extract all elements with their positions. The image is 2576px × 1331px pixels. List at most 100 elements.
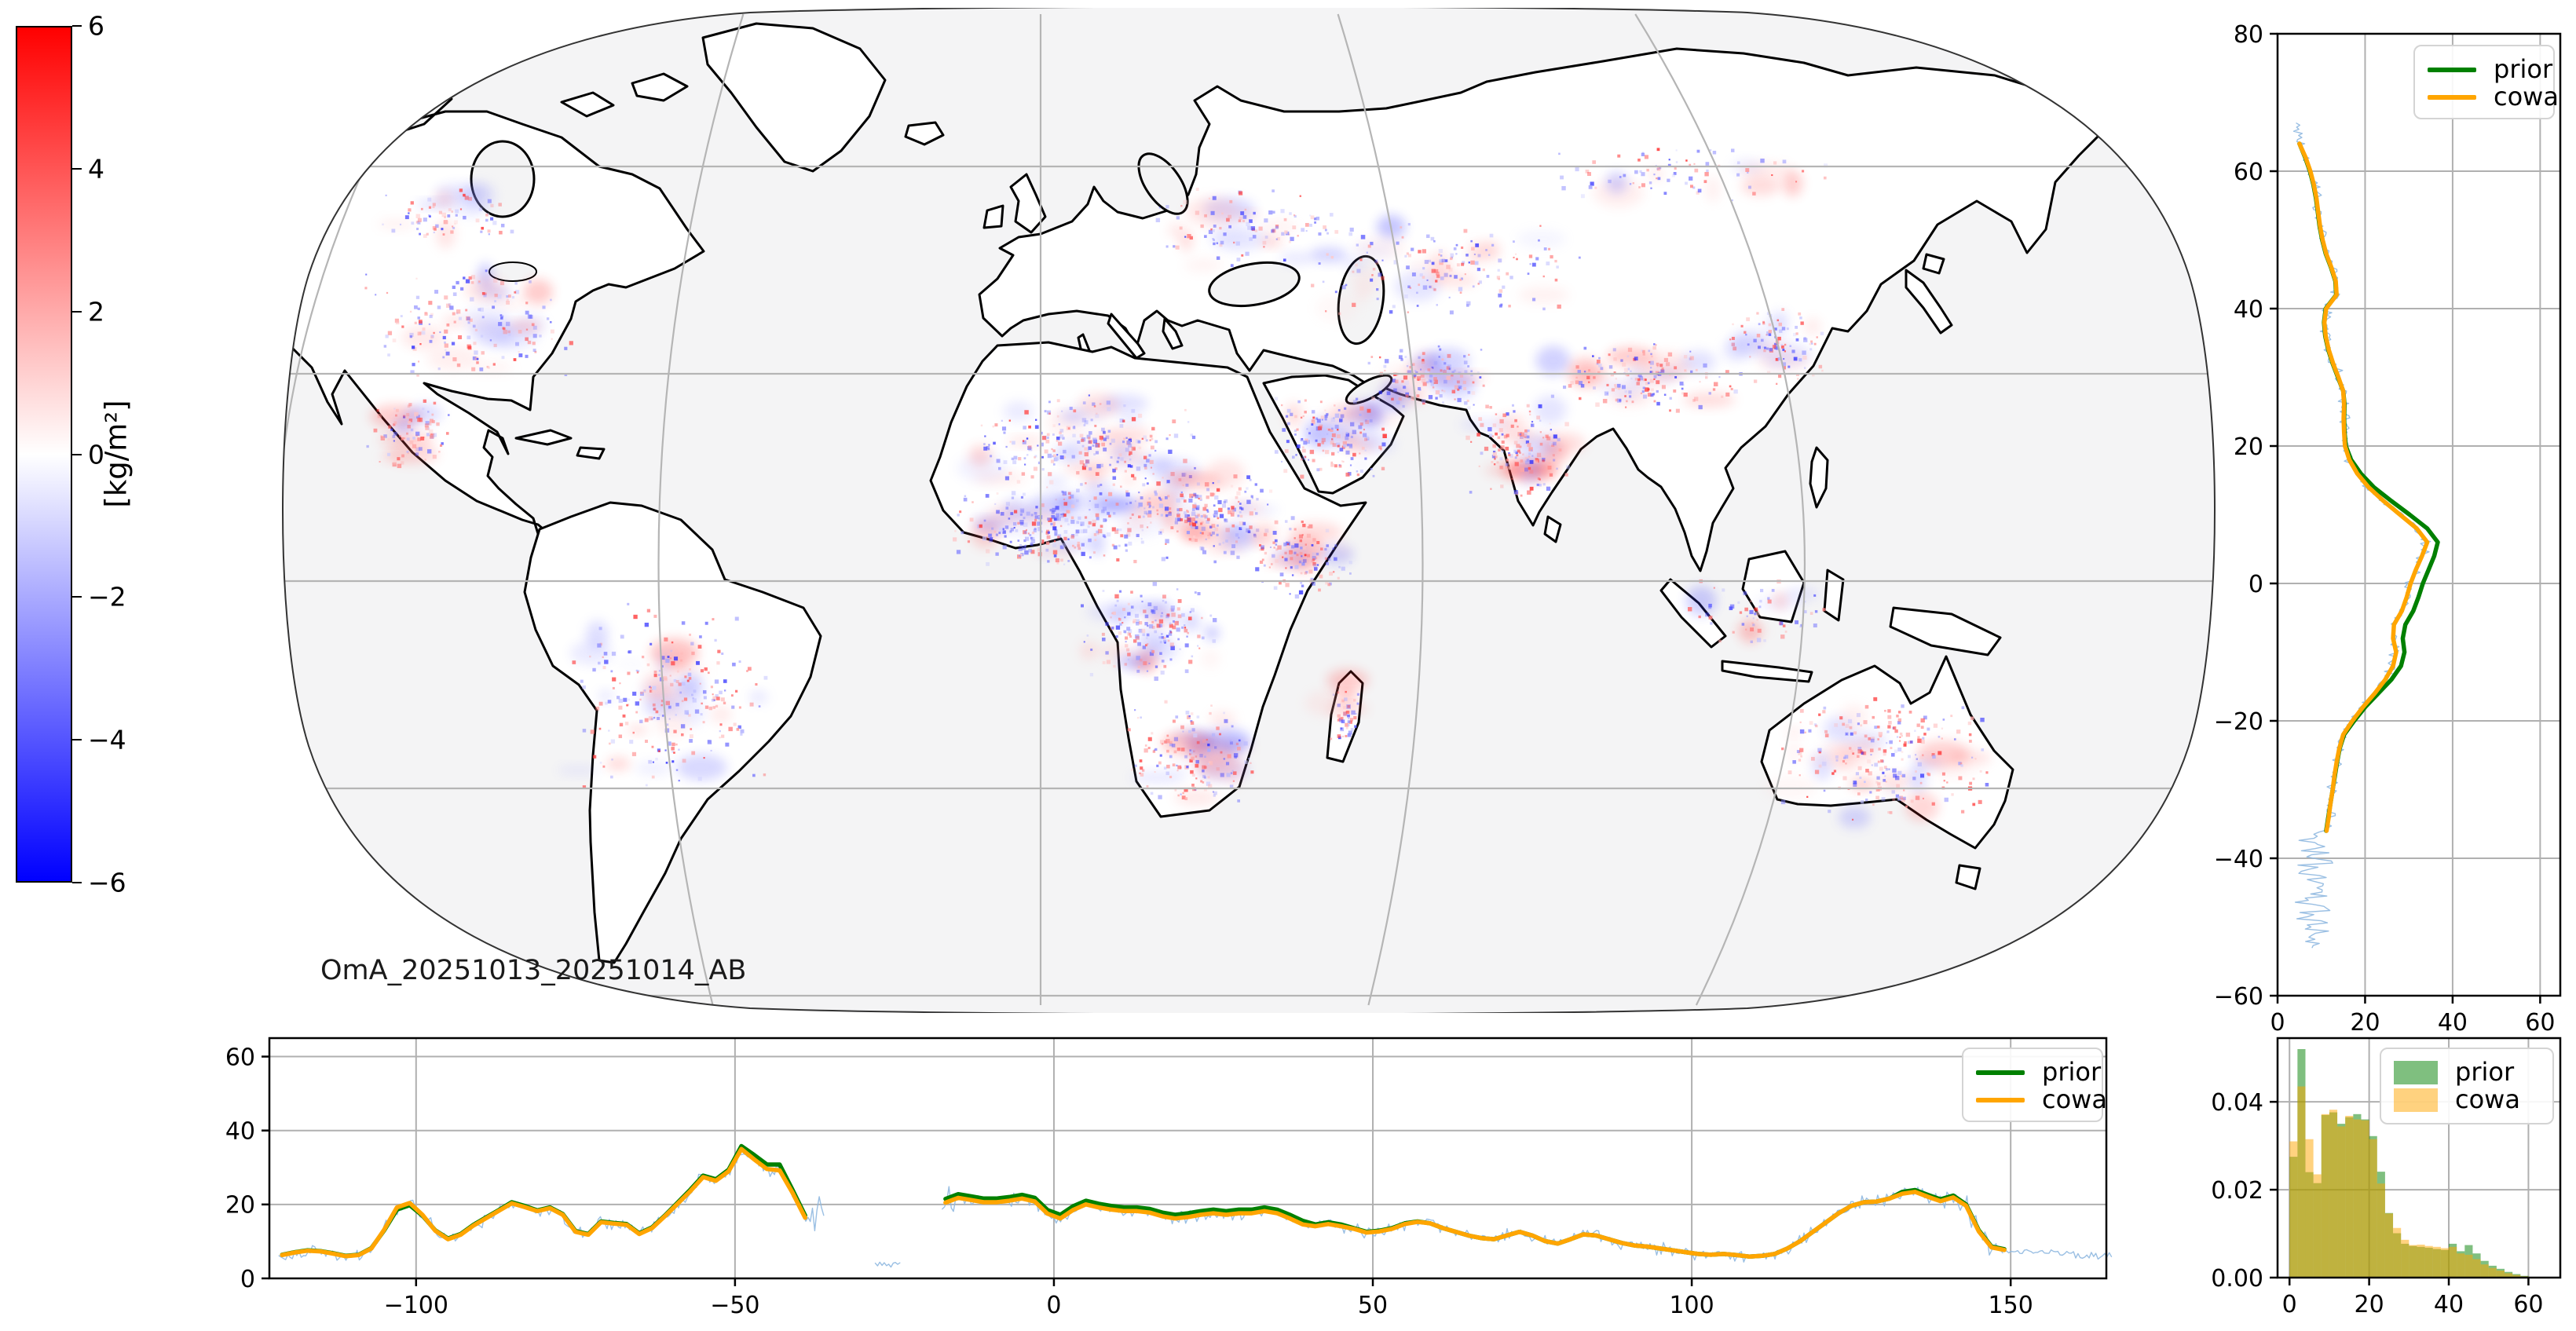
coast-caribbean bbox=[514, 429, 606, 460]
tick-marks bbox=[2270, 1100, 2530, 1285]
anomaly-region-west-canada bbox=[377, 181, 514, 249]
y-tick-label: −40 bbox=[2214, 846, 2263, 873]
hist-bar bbox=[2505, 1273, 2513, 1278]
hist-bar bbox=[2337, 1126, 2346, 1278]
colorbar-tick bbox=[72, 25, 82, 27]
colorbar-tick bbox=[72, 167, 82, 170]
y-tick-label: 60 bbox=[225, 1044, 255, 1071]
x-tick-label: 150 bbox=[1989, 1292, 2033, 1319]
lon-profile-legend: prior cowa bbox=[1962, 1048, 2107, 1122]
hist-bar bbox=[2377, 1183, 2385, 1278]
hist-bar bbox=[2512, 1274, 2521, 1278]
hist-bar bbox=[2313, 1174, 2322, 1278]
colorbar-tick-label: 0 bbox=[88, 439, 104, 470]
anomaly-region-madagascar bbox=[1304, 669, 1369, 740]
legend-label: cowa bbox=[2455, 1084, 2520, 1115]
x-tick-label: 60 bbox=[2513, 1291, 2543, 1318]
x-tick-label: 60 bbox=[2525, 1009, 2555, 1037]
legend-item-prior: prior bbox=[2394, 1057, 2537, 1087]
baltic-sea bbox=[1137, 152, 1189, 215]
anomaly-region-siberia bbox=[1558, 148, 1828, 208]
coast-arctic-islands bbox=[560, 72, 689, 118]
legend-label: cowa bbox=[2042, 1084, 2107, 1115]
hist-bar bbox=[2488, 1267, 2497, 1278]
tick-labels: −100 −50 0 50 100 150 60 40 20 0 bbox=[225, 1044, 2033, 1319]
hist-bar bbox=[2345, 1116, 2354, 1278]
histogram-chart: 0 20 40 60 0.00 0.02 0.04 bbox=[2211, 1037, 2562, 1318]
hist-bar bbox=[2432, 1246, 2441, 1278]
raw-line bbox=[2003, 1249, 2113, 1260]
grid bbox=[269, 1038, 2106, 1279]
tick-marks bbox=[262, 1055, 2012, 1286]
hist-bars-cowa bbox=[2289, 1086, 2529, 1278]
coast-iceland bbox=[904, 121, 945, 146]
y-tick-label: 0 bbox=[2249, 571, 2263, 598]
hist-bar bbox=[2409, 1245, 2417, 1278]
colorbar-tick bbox=[72, 596, 82, 598]
hist-bar bbox=[2449, 1246, 2457, 1278]
world-map bbox=[282, 8, 2216, 1013]
coast-tasmania bbox=[1955, 864, 1981, 890]
y-tick-label: −60 bbox=[2214, 983, 2263, 1011]
x-tick-label: 100 bbox=[1669, 1292, 1714, 1319]
colorbar bbox=[16, 26, 72, 883]
prior-line bbox=[280, 1143, 807, 1259]
raw-line bbox=[874, 1261, 901, 1268]
hist-bar bbox=[2417, 1245, 2425, 1278]
colorbar-tick-label: 4 bbox=[88, 153, 104, 185]
prior-line bbox=[943, 1187, 2007, 1259]
x-tick-label: 40 bbox=[2434, 1291, 2464, 1318]
legend-label: cowa bbox=[2494, 82, 2559, 112]
hist-bar bbox=[2480, 1264, 2489, 1278]
y-tick-label: 40 bbox=[2234, 296, 2263, 324]
hist-bar bbox=[2297, 1086, 2306, 1278]
colorbar-tick bbox=[72, 739, 82, 741]
x-tick-label: 20 bbox=[2350, 1009, 2380, 1037]
grid bbox=[2277, 33, 2560, 996]
x-tick-label: 40 bbox=[2438, 1009, 2468, 1037]
anomaly-region-usa bbox=[364, 262, 573, 377]
cowa-line bbox=[943, 1190, 2007, 1259]
legend-item-cowa: cowa bbox=[2428, 82, 2559, 111]
y-tick-label: 0.04 bbox=[2211, 1089, 2263, 1117]
histogram-legend: prior cowa bbox=[2380, 1048, 2554, 1124]
x-tick-label: −50 bbox=[710, 1292, 759, 1319]
colorbar-tick bbox=[72, 453, 82, 455]
legend-item-prior: prior bbox=[2428, 55, 2552, 83]
legend-item-cowa: cowa bbox=[1976, 1085, 2107, 1113]
anomaly-region-central-africa bbox=[1080, 581, 1220, 681]
prior-line-swatch bbox=[1976, 1070, 2025, 1075]
colorbar-tick bbox=[72, 882, 82, 883]
coast-japan bbox=[1905, 253, 1953, 335]
cowa-line bbox=[2297, 141, 2430, 833]
legend-label: prior bbox=[2042, 1057, 2102, 1087]
coastlines bbox=[283, 22, 2164, 964]
anomaly-region-india bbox=[1459, 394, 1586, 497]
graticule-meridian bbox=[1337, 13, 1424, 1006]
hist-bar bbox=[2472, 1259, 2481, 1278]
cowa-patch-swatch bbox=[2394, 1088, 2438, 1112]
legend-label: prior bbox=[2455, 1057, 2515, 1087]
tick-labels: 0 20 40 60 0.00 0.02 0.04 bbox=[2211, 1089, 2543, 1318]
coast-italy-greece bbox=[1077, 313, 1184, 371]
tick-marks bbox=[2270, 32, 2541, 1004]
map-annotation: OmA_20251013_20251014_AB bbox=[320, 955, 747, 986]
axes-frame bbox=[2276, 32, 2562, 997]
hist-bar bbox=[2305, 1139, 2314, 1278]
cowa-line-swatch bbox=[2428, 94, 2476, 100]
cowa-line-swatch bbox=[1976, 1097, 2025, 1102]
raw-line bbox=[2292, 122, 2431, 949]
colorbar-tick-label: −4 bbox=[88, 724, 126, 755]
anomaly-speckles bbox=[364, 148, 1992, 828]
hist-bar bbox=[2329, 1110, 2338, 1278]
lat-profile-chart: 0 20 40 60 80 60 40 20 0 −20 −40 −60 bbox=[2214, 21, 2562, 1037]
legend-label: prior bbox=[2494, 54, 2553, 84]
y-tick-label: 0.00 bbox=[2211, 1265, 2263, 1293]
coast-indonesia bbox=[1659, 550, 1845, 683]
x-tick-label: 20 bbox=[2355, 1291, 2384, 1318]
coast-greenland bbox=[701, 22, 887, 173]
y-tick-label: 40 bbox=[225, 1117, 255, 1145]
axes-frame bbox=[2276, 1037, 2562, 1279]
black-sea bbox=[1208, 261, 1301, 308]
